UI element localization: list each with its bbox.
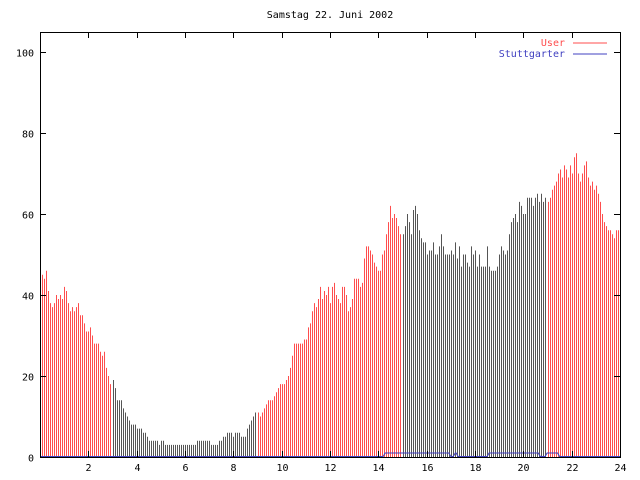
x-tick-label: 22 [566,463,578,474]
x-tick-label: 24 [614,463,626,474]
legend-label-user: User [541,38,565,49]
x-tick-label: 18 [469,463,481,474]
x-tick-label: 10 [276,463,288,474]
x-tick-label: 20 [517,463,529,474]
x-tick-label: 4 [134,463,140,474]
x-tick-label: 16 [421,463,433,474]
y-tick-label: 100 [16,49,34,60]
y-tick-label: 60 [22,211,34,222]
x-tick-label: 8 [230,463,236,474]
chart-title: Samstag 22. Juni 2002 [267,10,393,21]
legend: User Stuttgarter [499,38,607,60]
stuttgarter-series-line [40,452,620,457]
y-tick-label: 20 [22,373,34,384]
legend-label-stuttgarter: Stuttgarter [499,49,565,60]
stuttgarter-line [40,452,620,457]
x-tick-label: 6 [182,463,188,474]
x-tick-label: 2 [85,463,91,474]
y-tick-label: 40 [22,292,34,303]
bars [40,153,619,457]
x-tick-label: 14 [372,463,384,474]
y-tick-label: 80 [22,130,34,141]
x-tick-label: 12 [324,463,336,474]
y-tick-label: 0 [28,454,34,465]
